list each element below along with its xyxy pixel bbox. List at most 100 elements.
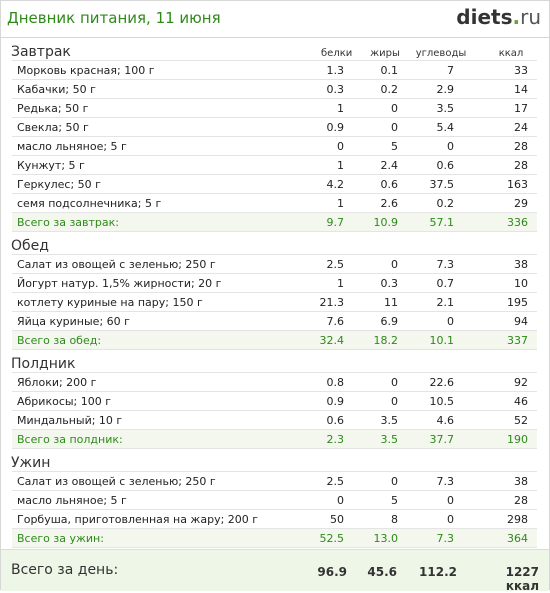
cell-fat: 2.6 [380, 197, 399, 210]
day-total-carbs: 112.2 [419, 565, 457, 579]
meal-sections: Завтрак белки жиры углеводы ккал Морковь крас… [1, 38, 549, 548]
cell-kcal: 364 [507, 532, 528, 545]
cell-carbs: 7.3 [436, 258, 455, 271]
cell-carbs: 10.5 [429, 395, 455, 408]
table-row: масло льняное; 5 г 0 5 0 28 [12, 491, 537, 510]
cell-carbs: 0 [447, 315, 454, 328]
logo-tld: ru [520, 5, 541, 29]
cell-carbs: 37.5 [429, 178, 455, 191]
cell-fat: 0 [391, 475, 398, 488]
cell-protein: 4.2 [326, 178, 345, 191]
meal-section: Завтрак белки жиры углеводы ккал Морковь крас… [1, 38, 549, 232]
cell-fat: 2.4 [380, 159, 399, 172]
cell-carbs: 7.3 [436, 475, 455, 488]
section-total-row: Всего за завтрак: 9.7 10.9 57.1 336 [12, 213, 537, 232]
section-rows: Яблоки; 200 г 0.8 0 22.6 92 Абрикосы; 100 г 0.… [12, 372, 537, 449]
cell-kcal: 92 [514, 376, 528, 389]
cell-protein: 50 [330, 513, 344, 526]
food-name: Салат из овощей с зеленью; 250 г [17, 258, 216, 271]
day-total-label: Всего за день: [11, 562, 119, 578]
food-name: Редька; 50 г [17, 102, 89, 115]
section-title: Полдник [11, 356, 76, 372]
cell-carbs: 2.1 [436, 296, 455, 309]
cell-kcal: 28 [514, 140, 528, 153]
section-rows: Салат из овощей с зеленью; 250 г 2.5 0 7.3 3… [12, 471, 537, 548]
total-label: Всего за обед: [17, 334, 102, 347]
cell-fat: 0 [391, 395, 398, 408]
section-total-row: Всего за обед: 32.4 18.2 10.1 337 [12, 331, 537, 350]
cell-fat: 13.0 [373, 532, 399, 545]
section-title: Ужин [11, 455, 51, 471]
cell-kcal: 46 [514, 395, 528, 408]
table-row: Морковь красная; 100 г 1.3 0.1 7 33 [12, 60, 537, 80]
cell-carbs: 4.6 [436, 414, 455, 427]
cell-protein: 0.9 [326, 395, 345, 408]
table-row: Геркулес; 50 г 4.2 0.6 37.5 163 [12, 175, 537, 194]
table-row: Кабачки; 50 г 0.3 0.2 2.9 14 [12, 80, 537, 99]
food-name: котлету куриные на пару; 150 г [17, 296, 203, 309]
header: Дневник питания, 11 июня diets.ru [1, 1, 549, 38]
cell-fat: 5 [391, 494, 398, 507]
food-name: Яйца куриные; 60 г [17, 315, 130, 328]
food-name: Морковь красная; 100 г [17, 64, 155, 77]
table-row: Миндальный; 10 г 0.6 3.5 4.6 52 [12, 411, 537, 430]
column-header-kcal: ккал [498, 48, 524, 59]
cell-carbs: 2.9 [436, 83, 455, 96]
day-total: Всего за день: 96.9 45.6 112.2 1227 ккал [1, 549, 549, 593]
cell-protein: 52.5 [319, 532, 345, 545]
cell-protein: 1 [337, 159, 344, 172]
cell-kcal: 17 [514, 102, 528, 115]
food-name: семя подсолнечника; 5 г [17, 197, 162, 210]
cell-fat: 6.9 [380, 315, 399, 328]
cell-kcal: 38 [514, 475, 528, 488]
cell-kcal: 28 [514, 159, 528, 172]
cell-protein: 1 [337, 197, 344, 210]
table-row: котлету куриные на пару; 150 г 21.3 11 2.1 1… [12, 293, 537, 312]
cell-protein: 0.9 [326, 121, 345, 134]
food-name: Йогурт натур. 1,5% жирности; 20 г [17, 277, 222, 290]
cell-fat: 0.1 [380, 64, 399, 77]
day-total-kcal: 1227 ккал [505, 565, 539, 593]
total-label: Всего за завтрак: [17, 216, 120, 229]
cell-fat: 0.3 [380, 277, 399, 290]
table-row: Яйца куриные; 60 г 7.6 6.9 0 94 [12, 312, 537, 331]
cell-protein: 0 [337, 140, 344, 153]
site-logo[interactable]: diets.ru [456, 5, 541, 29]
section-total-row: Всего за ужин: 52.5 13.0 7.3 364 [12, 529, 537, 548]
cell-carbs: 0 [447, 513, 454, 526]
cell-carbs: 22.6 [429, 376, 455, 389]
food-name: Яблоки; 200 г [17, 376, 97, 389]
column-header-carbs: углеводы [415, 48, 467, 59]
cell-kcal: 33 [514, 64, 528, 77]
section-total-row: Всего за полдник: 2.3 3.5 37.7 190 [12, 430, 537, 449]
cell-fat: 0 [391, 376, 398, 389]
cell-fat: 0 [391, 121, 398, 134]
day-total-fat: 45.6 [367, 565, 397, 579]
page-title: Дневник питания, 11 июня [7, 9, 221, 27]
cell-protein: 2.5 [326, 475, 345, 488]
cell-protein: 1 [337, 102, 344, 115]
cell-carbs: 3.5 [436, 102, 455, 115]
cell-protein: 0.3 [326, 83, 345, 96]
table-row: Свекла; 50 г 0.9 0 5.4 24 [12, 118, 537, 137]
food-name: Горбуша, приготовленная на жару; 200 г [17, 513, 259, 526]
logo-dot: . [512, 5, 521, 29]
food-name: масло льняное; 5 г [17, 140, 127, 153]
table-row: Абрикосы; 100 г 0.9 0 10.5 46 [12, 392, 537, 411]
cell-protein: 1.3 [326, 64, 345, 77]
cell-kcal: 24 [514, 121, 528, 134]
total-label: Всего за полдник: [17, 433, 123, 446]
cell-carbs: 7.3 [436, 532, 455, 545]
cell-fat: 0 [391, 102, 398, 115]
food-name: Кабачки; 50 г [17, 83, 96, 96]
cell-fat: 18.2 [373, 334, 399, 347]
cell-protein: 21.3 [319, 296, 345, 309]
cell-carbs: 5.4 [436, 121, 455, 134]
cell-protein: 2.3 [326, 433, 345, 446]
section-title: Обед [11, 238, 49, 254]
column-header-protein: белки [321, 48, 353, 59]
column-header-fat: жиры [370, 48, 400, 59]
food-name: Абрикосы; 100 г [17, 395, 112, 408]
total-label: Всего за ужин: [17, 532, 104, 545]
